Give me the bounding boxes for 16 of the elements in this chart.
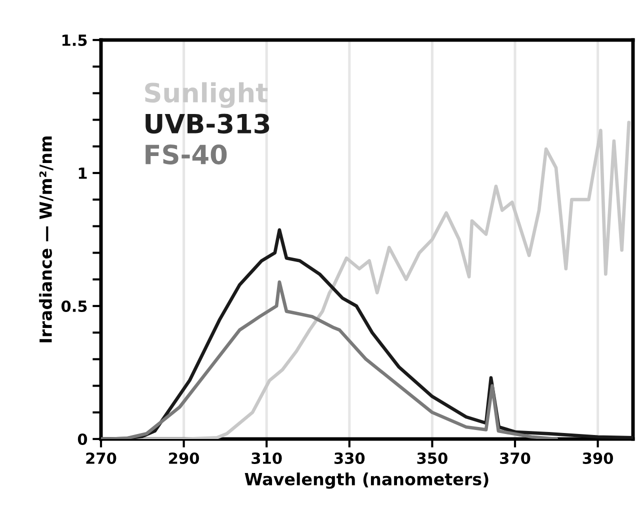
y-axis-title: Irradiance — W/m²/nm — [39, 136, 54, 342]
text: UVB-313 — [146, 114, 270, 134]
y-tick-label: 0 — [78, 433, 88, 446]
x-tick-label: 390 — [582, 452, 614, 464]
x-tick-label: 330 — [334, 452, 365, 464]
text: FS-40 — [146, 144, 227, 164]
x-tick-label: 270 — [86, 452, 116, 464]
line-series — [101, 280, 558, 439]
x-tick-label: 350 — [417, 452, 448, 464]
x-tick-label: 290 — [169, 452, 200, 464]
x-tick-label: 370 — [500, 452, 530, 464]
x-axis-title: Wavelength (nanometers) — [244, 472, 488, 489]
y-tick-label: 1.5 — [62, 34, 87, 46]
x-tick-label: 310 — [252, 452, 282, 464]
y-tick-label: 1 — [78, 168, 87, 179]
y-tick-label: 0.5 — [61, 300, 87, 312]
